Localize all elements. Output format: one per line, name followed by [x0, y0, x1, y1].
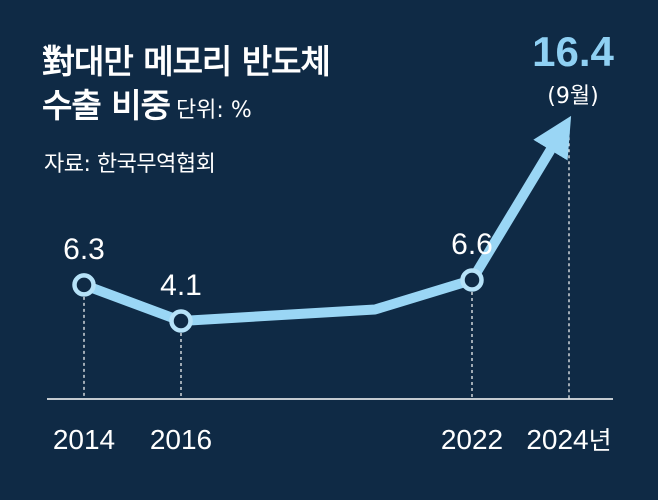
title-line-2: 수출 비중 단위: %	[42, 84, 330, 133]
x-tick-labels: 2014 2016 2022 2024년	[53, 424, 612, 455]
x-tick-year: 2014	[53, 424, 115, 455]
x-tick-2016: 2016	[150, 424, 212, 455]
point-marker-2016	[169, 309, 193, 333]
x-tick-year: 2022	[441, 424, 503, 455]
unit-label: 단위: %	[175, 98, 252, 123]
drop-lines	[83, 119, 570, 399]
data-label-note: (9월)	[547, 84, 598, 109]
series-line	[79, 115, 572, 326]
chart-title: 對대만 메모리 반도체 수출 비중 단위: %	[42, 40, 331, 133]
title-line-2-text: 수출 비중	[42, 86, 171, 125]
x-tick-year: 2024	[526, 424, 588, 455]
source-label: 자료: 한국무역협회	[44, 152, 216, 177]
title-line-1: 對대만 메모리 반도체	[42, 42, 331, 81]
point-markers	[72, 268, 484, 333]
data-label-2016: 4.1	[160, 269, 202, 302]
data-label-2014: 6.3	[63, 233, 105, 266]
x-tick-year: 2016	[150, 424, 212, 455]
data-labels: 6.3 4.1 6.6 16.4 (9월)	[63, 28, 614, 302]
x-tick-2024: 2024년	[526, 424, 611, 455]
data-label-2022: 6.6	[451, 228, 493, 261]
x-tick-unit: 년	[589, 426, 612, 455]
point-marker-2014	[72, 273, 96, 297]
x-tick-2022: 2022	[441, 424, 503, 455]
x-tick-2014: 2014	[53, 424, 115, 455]
data-label-2024: 16.4	[532, 28, 614, 75]
point-marker-2022	[460, 268, 484, 292]
